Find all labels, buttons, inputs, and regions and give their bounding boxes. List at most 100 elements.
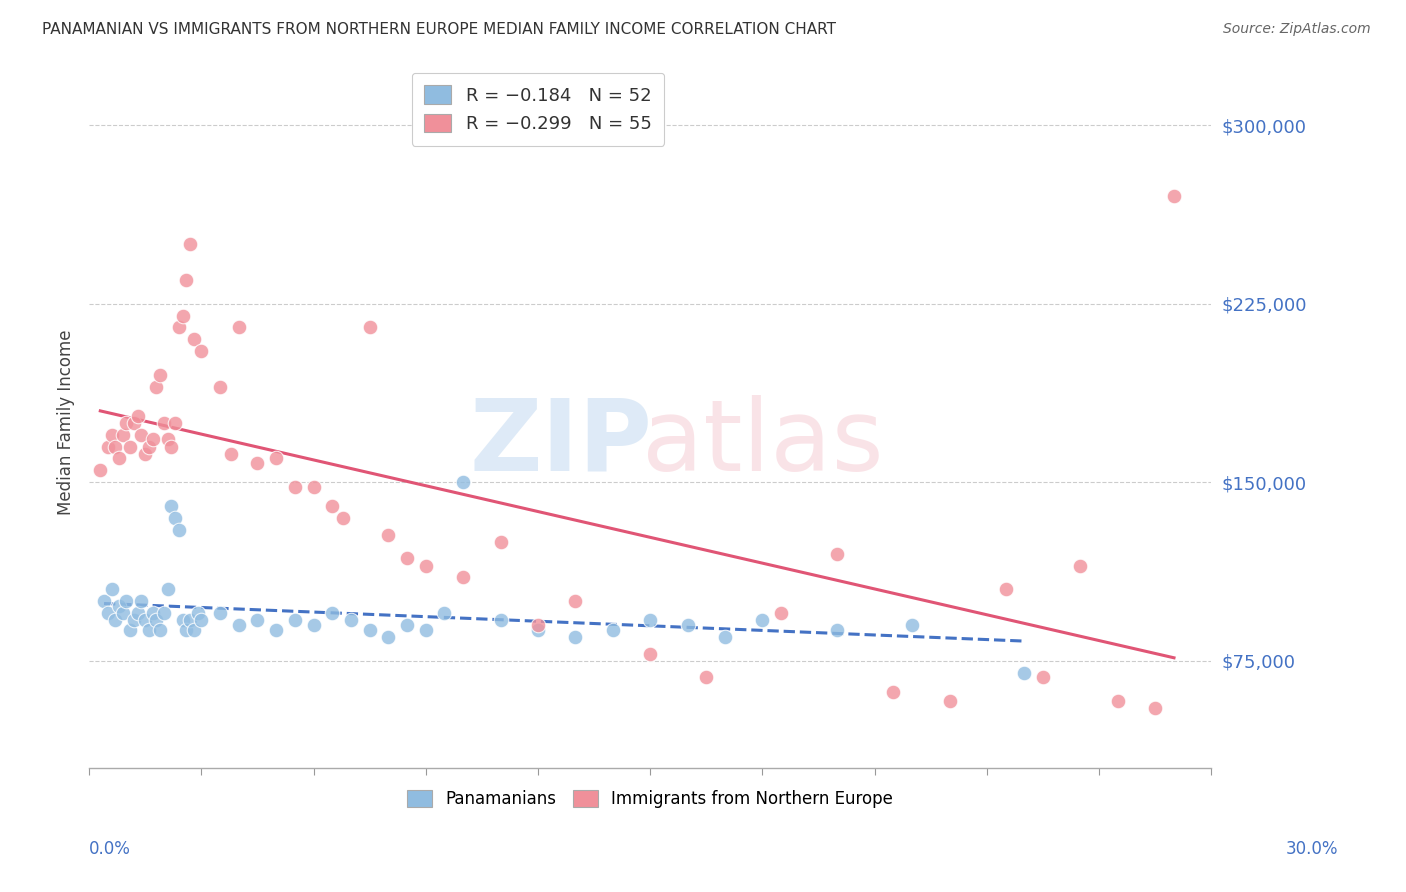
Point [264,623,287,637]
Point [138,623,160,637]
Point [153,606,176,620]
Point [134,447,156,461]
Point [882,685,904,699]
Point [172,613,194,627]
Point [111,606,134,620]
Text: ZIP: ZIP [470,395,652,491]
Point [489,613,512,627]
Point [93,594,115,608]
Point [284,480,307,494]
Point [172,309,194,323]
Point [187,606,209,620]
Point [179,237,201,252]
Point [714,630,737,644]
Point [97,606,120,620]
Point [827,547,849,561]
Point [1163,189,1185,203]
Point [160,499,183,513]
Point [115,416,138,430]
Point [1144,701,1167,715]
Text: 0.0%: 0.0% [89,840,131,858]
Point [176,273,198,287]
Point [208,606,231,620]
Point [228,320,250,334]
Point [1014,665,1036,680]
Point [340,613,363,627]
Point [638,647,661,661]
Point [149,623,172,637]
Point [167,523,190,537]
Point [564,630,586,644]
Point [142,606,165,620]
Point [302,480,325,494]
Point [1032,670,1054,684]
Point [183,623,205,637]
Point [321,606,343,620]
Point [127,409,149,423]
Point [638,613,661,627]
Point [145,380,167,394]
Point [901,618,924,632]
Point [228,618,250,632]
Point [264,451,287,466]
Point [167,320,190,334]
Point [827,623,849,637]
Point [938,694,960,708]
Point [115,594,138,608]
Point [246,456,269,470]
Point [190,613,212,627]
Point [127,606,149,620]
Point [104,440,127,454]
Point [527,618,550,632]
Point [145,613,167,627]
Point [359,320,381,334]
Point [89,463,111,477]
Point [97,440,120,454]
Point [527,623,550,637]
Point [451,475,474,490]
Point [108,599,131,613]
Point [190,344,212,359]
Text: atlas: atlas [641,395,883,491]
Point [246,613,269,627]
Point [149,368,172,382]
Point [120,440,142,454]
Point [100,582,122,597]
Point [142,433,165,447]
Text: Source: ZipAtlas.com: Source: ZipAtlas.com [1223,22,1371,37]
Point [122,416,145,430]
Point [1107,694,1129,708]
Point [451,570,474,584]
Point [165,511,187,525]
Point [183,332,205,346]
Text: PANAMANIAN VS IMMIGRANTS FROM NORTHERN EUROPE MEDIAN FAMILY INCOME CORRELATION C: PANAMANIAN VS IMMIGRANTS FROM NORTHERN E… [42,22,837,37]
Point [138,440,160,454]
Point [156,582,179,597]
Point [131,594,153,608]
Point [219,447,242,461]
Point [120,623,142,637]
Point [131,427,153,442]
Point [1069,558,1091,573]
Point [415,623,437,637]
Point [751,613,773,627]
Point [208,380,231,394]
Point [100,427,122,442]
Point [108,451,131,466]
Point [104,613,127,627]
Point [134,613,156,627]
Point [377,527,399,541]
Point [602,623,624,637]
Point [284,613,307,627]
Point [122,613,145,627]
Point [433,606,456,620]
Point [156,433,179,447]
Point [332,511,354,525]
Point [111,427,134,442]
Point [396,551,419,566]
Point [160,440,183,454]
Y-axis label: Median Family Income: Median Family Income [58,330,75,516]
Point [396,618,419,632]
Point [564,594,586,608]
Legend: Panamanians, Immigrants from Northern Europe: Panamanians, Immigrants from Northern Eu… [401,783,900,815]
